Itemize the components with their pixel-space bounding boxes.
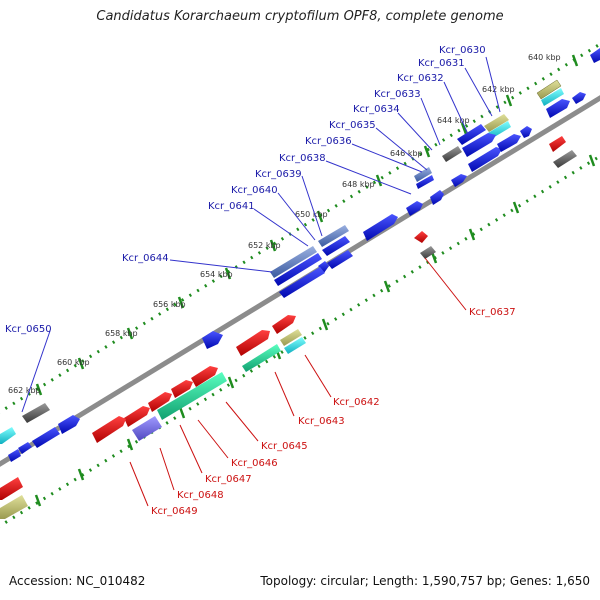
gene-label-kcr-0640[interactable]: Kcr_0640: [231, 185, 278, 196]
forward-gene-blocks: [0, 48, 600, 462]
gene-arrow[interactable]: [572, 92, 586, 104]
forward-major-ticks: [35, 54, 579, 396]
gene-arrow[interactable]: [191, 366, 218, 387]
gene-arrow[interactable]: [280, 329, 302, 346]
gene-arrow[interactable]: [468, 147, 502, 172]
gene-arrow[interactable]: [32, 427, 60, 448]
gene-arrow[interactable]: [406, 201, 423, 216]
kbp-label: 652 kbp: [248, 241, 281, 250]
gene-arrow[interactable]: [430, 190, 444, 205]
gene-arrow[interactable]: [171, 380, 193, 398]
gene-label-kcr-0643[interactable]: Kcr_0643: [298, 416, 345, 427]
gene-label-kcr-0648[interactable]: Kcr_0648: [177, 490, 224, 501]
gene-arrow[interactable]: [58, 415, 80, 434]
gene-arrow[interactable]: [536, 79, 562, 100]
gene-arrow[interactable]: [272, 315, 296, 334]
gene-label-kcr-0641[interactable]: Kcr_0641: [208, 201, 255, 212]
gene-label-kcr-0649[interactable]: Kcr_0649: [151, 506, 198, 517]
gene-label-kcr-0637[interactable]: Kcr_0637: [469, 307, 516, 318]
reverse-gene-blocks: [0, 136, 577, 519]
gene-arrow[interactable]: [451, 174, 467, 187]
gene-arrow[interactable]: [0, 477, 23, 500]
gene-label-kcr-0636[interactable]: Kcr_0636: [305, 136, 352, 147]
gene-arrow[interactable]: [420, 246, 436, 259]
gene-arrow[interactable]: [484, 114, 509, 132]
kbp-label: 642 kbp: [482, 85, 515, 94]
gene-label-kcr-0642[interactable]: Kcr_0642: [333, 397, 380, 408]
gene-arrow[interactable]: [202, 331, 223, 349]
gene-arrow[interactable]: [157, 372, 227, 420]
kbp-label: 650 kbp: [295, 210, 328, 219]
gene-arrow[interactable]: [284, 337, 306, 354]
forward-label-leaders: [21, 56, 501, 413]
forward-scale-track: [0, 42, 600, 414]
accession-text: Accession: NC_010482: [9, 574, 146, 588]
gene-arrow[interactable]: [274, 253, 322, 286]
kbp-label: 640 kbp: [528, 53, 561, 62]
kbp-label: 644 kbp: [437, 116, 470, 125]
gene-arrow[interactable]: [327, 250, 353, 269]
gene-arrow[interactable]: [22, 403, 50, 423]
gene-arrow[interactable]: [148, 392, 172, 412]
gene-arrow[interactable]: [132, 416, 162, 441]
gene-label-kcr-0647[interactable]: Kcr_0647: [205, 474, 252, 485]
gene-arrow[interactable]: [236, 330, 270, 356]
gene-arrow[interactable]: [363, 214, 398, 241]
kbp-label: 654 kbp: [200, 270, 233, 279]
gene-arrow[interactable]: [414, 231, 428, 243]
gene-arrow[interactable]: [0, 495, 28, 519]
gene-label-kcr-0638[interactable]: Kcr_0638: [279, 153, 326, 164]
gene-label-kcr-0650[interactable]: Kcr_0650: [5, 324, 52, 335]
gene-arrow[interactable]: [322, 236, 350, 256]
kbp-scale-labels: 640 kbp 642 kbp 644 kbp 646 kbp 648 kbp …: [8, 53, 561, 395]
genome-summary-text: Topology: circular; Length: 1,590,757 bp…: [260, 574, 590, 588]
gene-arrow[interactable]: [553, 150, 577, 168]
gene-label-kcr-0646[interactable]: Kcr_0646: [231, 458, 278, 469]
gene-arrow[interactable]: [414, 167, 432, 182]
gene-arrow[interactable]: [318, 261, 329, 273]
gene-arrow[interactable]: [0, 427, 16, 444]
map-title: Candidatus Korarchaeum cryptofilum OPF8,…: [96, 9, 504, 24]
reverse-gene-labels: Kcr_0637 Kcr_0642 Kcr_0643 Kcr_0645 Kcr_…: [151, 307, 516, 517]
gene-label-kcr-0631[interactable]: Kcr_0631: [418, 58, 465, 69]
gene-arrow[interactable]: [520, 126, 532, 138]
gene-arrow[interactable]: [462, 133, 496, 157]
forward-gene-labels: Kcr_0630 Kcr_0631 Kcr_0632 Kcr_0633 Kcr_…: [5, 45, 486, 335]
kbp-label: 660 kbp: [57, 358, 90, 367]
gene-arrow[interactable]: [242, 344, 281, 372]
gene-arrow[interactable]: [442, 146, 462, 162]
gene-label-kcr-0645[interactable]: Kcr_0645: [261, 441, 308, 452]
gene-label-kcr-0632[interactable]: Kcr_0632: [397, 73, 444, 84]
gene-label-kcr-0634[interactable]: Kcr_0634: [353, 104, 400, 115]
gene-label-kcr-0630[interactable]: Kcr_0630: [439, 45, 486, 56]
gene-arrow[interactable]: [416, 175, 434, 189]
reverse-label-leaders: [129, 257, 467, 507]
gene-arrow[interactable]: [279, 267, 325, 298]
gene-label-kcr-0644[interactable]: Kcr_0644: [122, 253, 169, 264]
kbp-label: 648 kbp: [342, 180, 375, 189]
gene-arrow[interactable]: [92, 416, 126, 443]
gene-arrow[interactable]: [497, 134, 521, 152]
gene-arrow[interactable]: [546, 99, 570, 118]
gene-arrow[interactable]: [270, 246, 317, 278]
gene-arrow[interactable]: [124, 406, 150, 427]
kbp-label: 656 kbp: [153, 300, 186, 309]
gene-arrow[interactable]: [549, 136, 566, 152]
gene-label-kcr-0639[interactable]: Kcr_0639: [255, 169, 302, 180]
gene-arrow[interactable]: [541, 88, 564, 106]
gene-arrow[interactable]: [318, 225, 349, 247]
kbp-label: 658 kbp: [105, 329, 138, 338]
gene-arrow[interactable]: [8, 449, 21, 462]
gene-arrow[interactable]: [18, 442, 32, 454]
gene-arrow[interactable]: [590, 48, 600, 63]
gene-label-kcr-0633[interactable]: Kcr_0633: [374, 89, 421, 100]
gene-label-kcr-0635[interactable]: Kcr_0635: [329, 120, 376, 131]
gene-arrow[interactable]: [457, 124, 486, 145]
kbp-label: 662 kbp: [8, 386, 41, 395]
reverse-major-ticks: [34, 154, 596, 507]
